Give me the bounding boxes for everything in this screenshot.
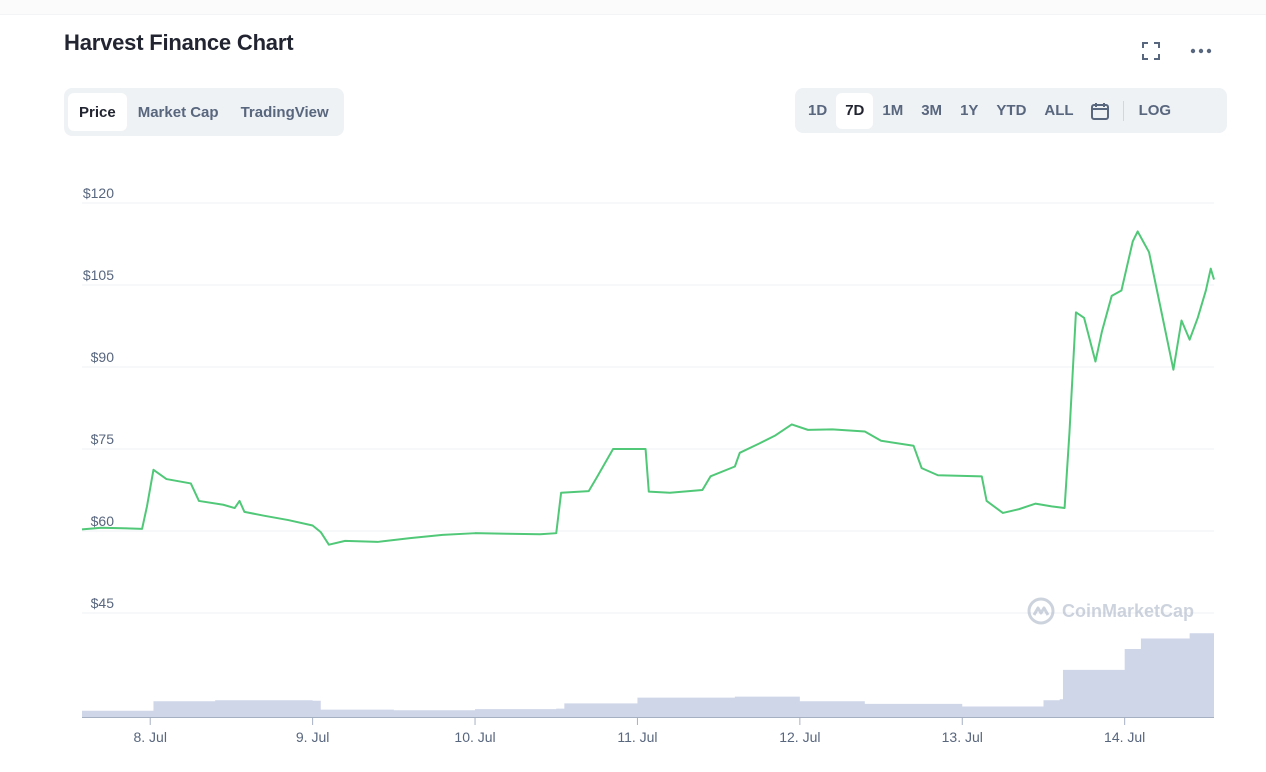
range-1d-button[interactable]: 1D [808, 102, 828, 119]
log-scale-button[interactable]: LOG [1138, 102, 1172, 119]
range-selector: 1D 7D 1M 3M 1Y YTD ALL LOG [795, 88, 1227, 133]
calendar-icon[interactable] [1083, 93, 1117, 129]
y-tick-label: $105 [83, 267, 114, 283]
tab-market-cap[interactable]: Market Cap [137, 103, 219, 121]
range-7d-button[interactable]: 7D [836, 92, 874, 129]
watermark: CoinMarketCap [1026, 596, 1194, 626]
y-tick-label: $45 [91, 595, 115, 611]
x-tick-label: 8. Jul [133, 729, 166, 745]
volume-area [82, 631, 1214, 717]
range-3m-button[interactable]: 3M [921, 102, 943, 119]
y-tick-label: $75 [91, 431, 115, 447]
header-icons [1136, 38, 1216, 64]
chart-title: Harvest Finance Chart [64, 30, 294, 55]
x-tick-label: 13. Jul [942, 729, 983, 745]
tab-price[interactable]: Price [68, 93, 127, 131]
y-tick-label: $90 [91, 349, 115, 365]
range-1y-button[interactable]: 1Y [960, 102, 979, 119]
tab-tradingview[interactable]: TradingView [240, 103, 329, 121]
x-tick-label: 10. Jul [454, 729, 495, 745]
range-all-button[interactable]: ALL [1044, 102, 1074, 119]
range-1m-button[interactable]: 1M [882, 102, 904, 119]
x-tick-label: 9. Jul [296, 729, 329, 745]
coinmarketcap-logo-icon [1027, 597, 1055, 625]
top-strip [0, 0, 1266, 15]
range-ytd-button[interactable]: YTD [996, 102, 1027, 119]
x-tick-label: 14. Jul [1104, 729, 1145, 745]
y-tick-label: $120 [83, 185, 114, 201]
range-divider [1122, 100, 1124, 121]
y-tick-label: $60 [91, 513, 115, 529]
x-tick-label: 11. Jul [617, 729, 657, 745]
more-options-icon[interactable] [1186, 38, 1216, 64]
fullscreen-icon[interactable] [1136, 38, 1166, 64]
x-tick-label: 12. Jul [779, 729, 820, 745]
view-tabs: Price Market Cap TradingView [64, 88, 344, 136]
price-line [81, 230, 1215, 546]
watermark-text: CoinMarketCap [1062, 600, 1195, 621]
